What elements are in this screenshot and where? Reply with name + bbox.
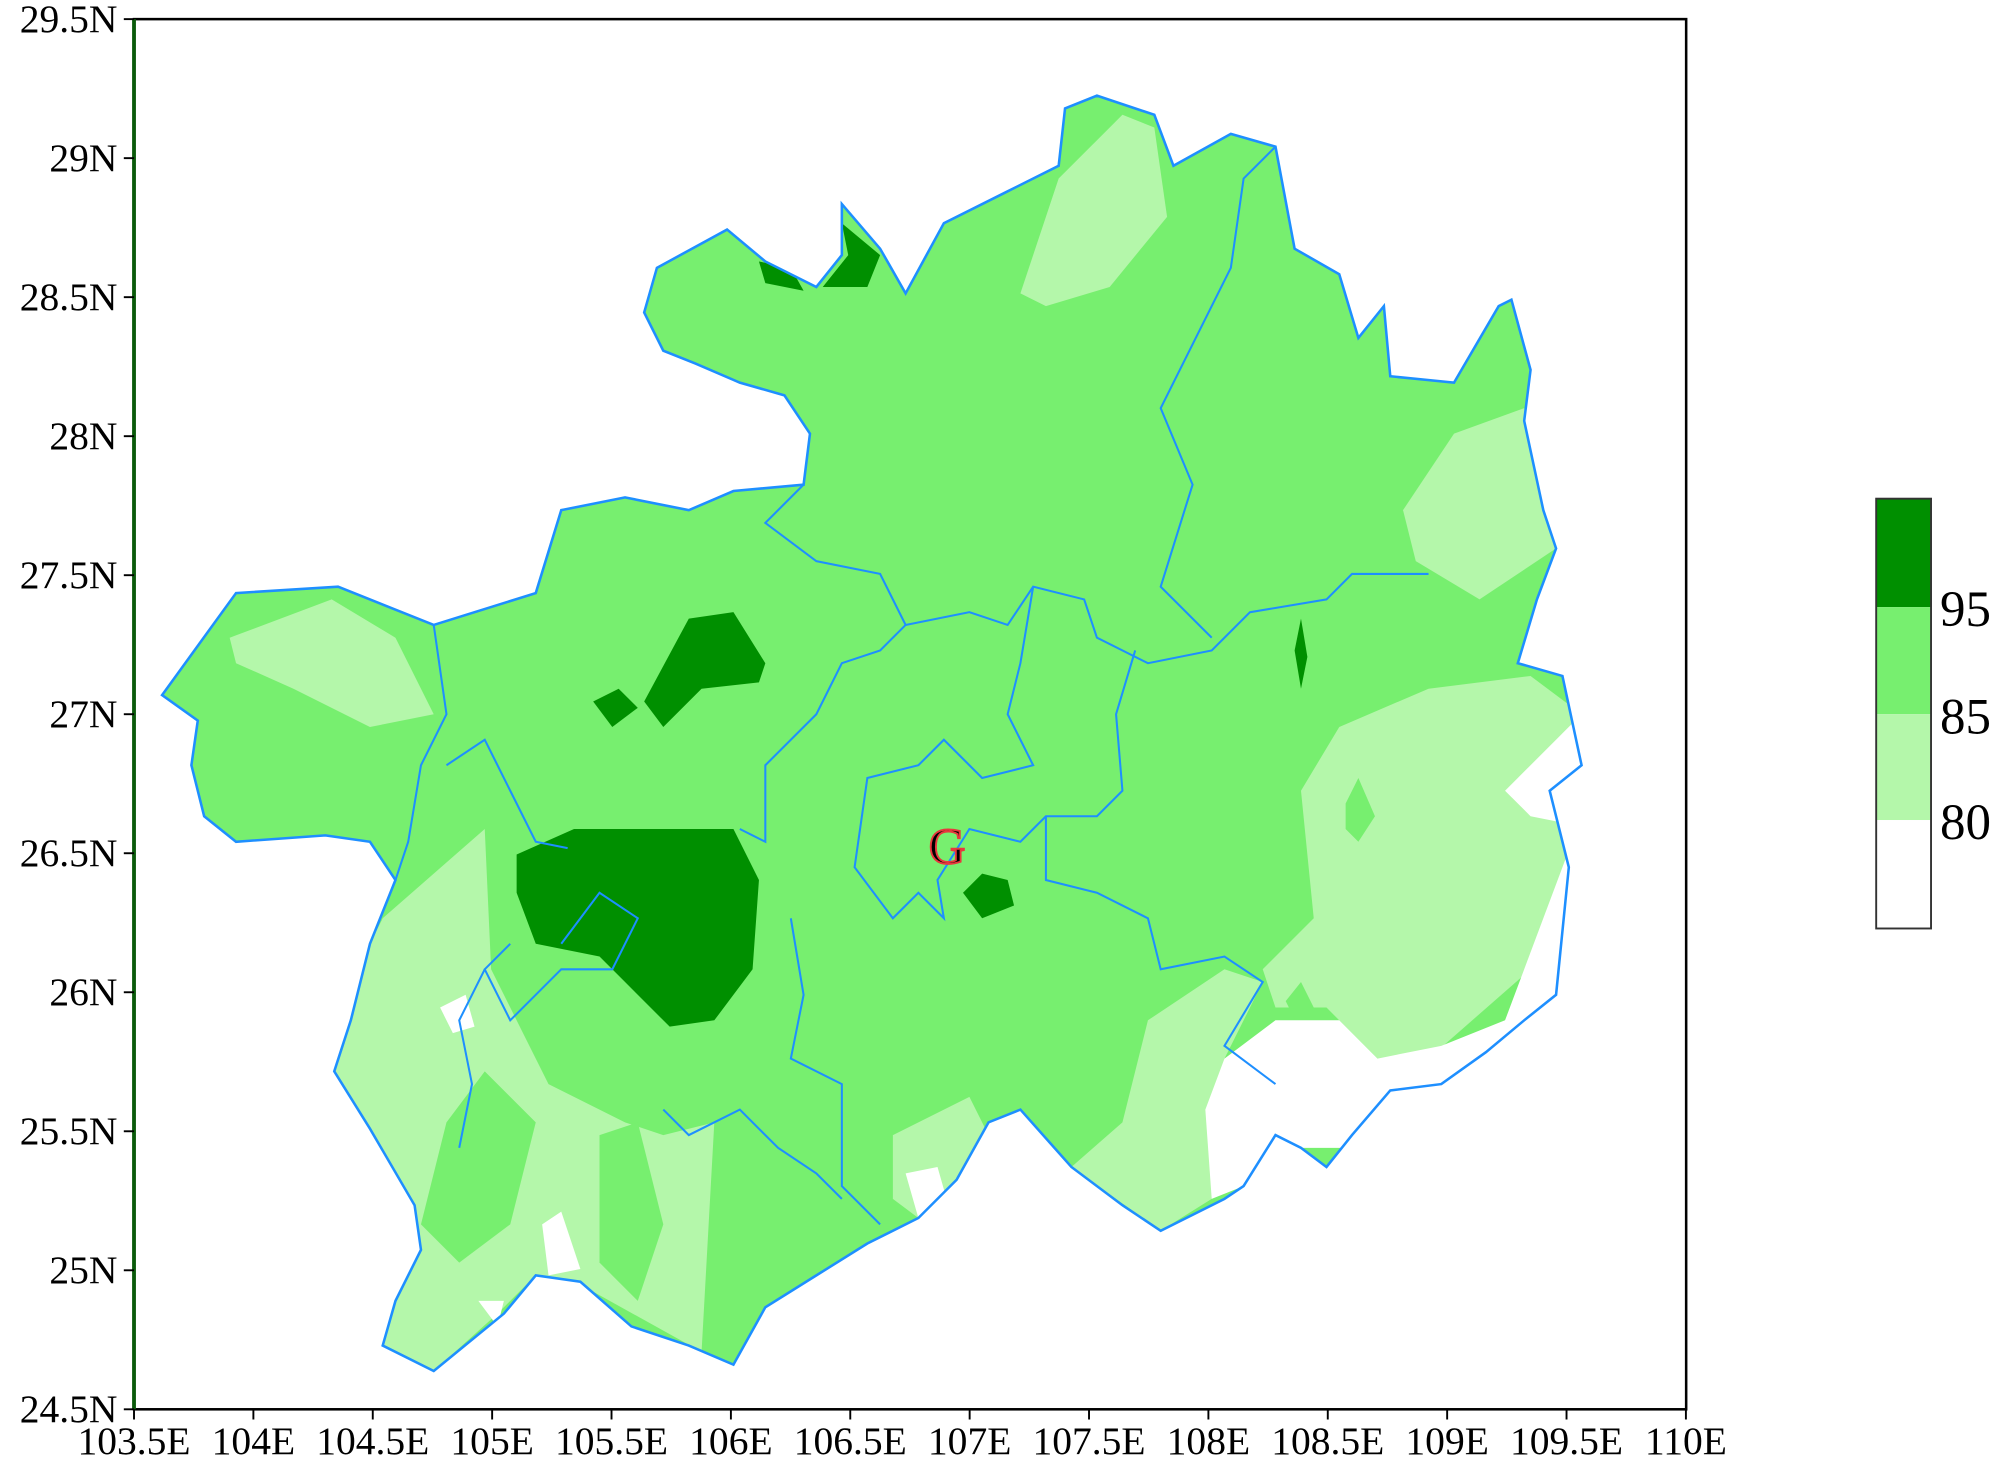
fill-below-80 <box>440 994 475 1034</box>
city-marker-label: G <box>929 819 966 875</box>
province-boundary-line <box>853 586 1137 922</box>
fill-below-80 <box>542 1211 581 1276</box>
province-boundary-line <box>1044 816 1277 1085</box>
province-boundary-line <box>1159 145 1277 639</box>
y-tick-label: 28.5N <box>20 275 118 319</box>
province-boundary-line <box>483 891 640 1023</box>
province-boundary-line <box>445 738 568 850</box>
fill-80-85 <box>1403 408 1557 600</box>
y-tick-label: 29N <box>49 136 117 180</box>
province-boundary-line <box>394 624 448 881</box>
fill-80-85 <box>1071 969 1263 1231</box>
y-tick-label: 25.5N <box>20 1109 118 1153</box>
province-boundary-line <box>458 968 486 1149</box>
y-tick-label: 26N <box>49 970 117 1014</box>
fill-85-95 <box>599 1122 664 1301</box>
province-boundary-line <box>789 918 881 1226</box>
x-tick-label: 108E <box>1167 1419 1250 1463</box>
y-tick-label: 24.5N <box>20 1387 118 1431</box>
x-tick-label: 105E <box>450 1419 533 1463</box>
fill-80-85 <box>229 599 434 727</box>
y-tick-label: 29.5N <box>20 0 118 41</box>
province-boundary-line <box>662 1108 843 1200</box>
legend-label: 80 <box>1940 795 1991 851</box>
x-tick-label: 107E <box>928 1419 1011 1463</box>
x-tick-label: 109.5E <box>1510 1419 1623 1463</box>
legend-swatch <box>1876 607 1932 715</box>
legend-swatch <box>1876 498 1932 608</box>
legend-swatch <box>1876 820 1932 929</box>
x-tick-label: 109E <box>1405 1419 1488 1463</box>
fill-above-95 <box>516 829 759 1027</box>
x-tick-label: 106E <box>689 1419 772 1463</box>
legend-label: 85 <box>1940 689 1991 745</box>
y-tick-label: 27.5N <box>20 553 118 597</box>
fill-above-95 <box>963 873 1015 919</box>
axes: 103.5E 104E 104.5E 105E 105.5E 106E 106.5E 107E… <box>20 0 1727 1463</box>
fill-above-95 <box>822 223 881 287</box>
y-tick-label: 25N <box>49 1248 117 1292</box>
province-boundaries <box>160 94 1583 1373</box>
legend-label: 95 <box>1940 582 1991 638</box>
province-outline <box>160 94 1583 1373</box>
fill-above-95 <box>593 688 638 727</box>
y-tick-label: 26.5N <box>20 831 118 875</box>
province-boundary-line <box>739 624 907 844</box>
fill-85-95 <box>1285 982 1314 1027</box>
fill-above-95 <box>758 261 804 291</box>
colorbar-legend: 95 85 80 <box>1875 497 1991 930</box>
legend-frame <box>1875 497 1932 930</box>
x-tick-label: 108.5E <box>1271 1419 1384 1463</box>
y-tick-label: 28N <box>49 414 117 458</box>
x-tick-label: 105.5E <box>555 1419 668 1463</box>
fill-80-85 <box>1020 114 1168 307</box>
y-tick-label: 27N <box>49 692 117 736</box>
fill-80-85 <box>1262 675 1582 1059</box>
fill-85-95 <box>420 1071 536 1263</box>
fill-above-95 <box>1294 618 1308 689</box>
x-tick-label: 106.5E <box>794 1419 907 1463</box>
x-tick-label: 104.5E <box>316 1419 429 1463</box>
x-tick-label: 107.5E <box>1032 1419 1145 1463</box>
legend-swatch <box>1876 714 1932 821</box>
x-tick-label: 110E <box>1645 1419 1727 1463</box>
fill-above-95 <box>644 612 766 727</box>
fill-85-95 <box>1345 777 1375 842</box>
x-tick-label: 104E <box>212 1419 295 1463</box>
x-tick-label: 103.5E <box>77 1419 190 1463</box>
province-boundary-line <box>763 483 1429 665</box>
